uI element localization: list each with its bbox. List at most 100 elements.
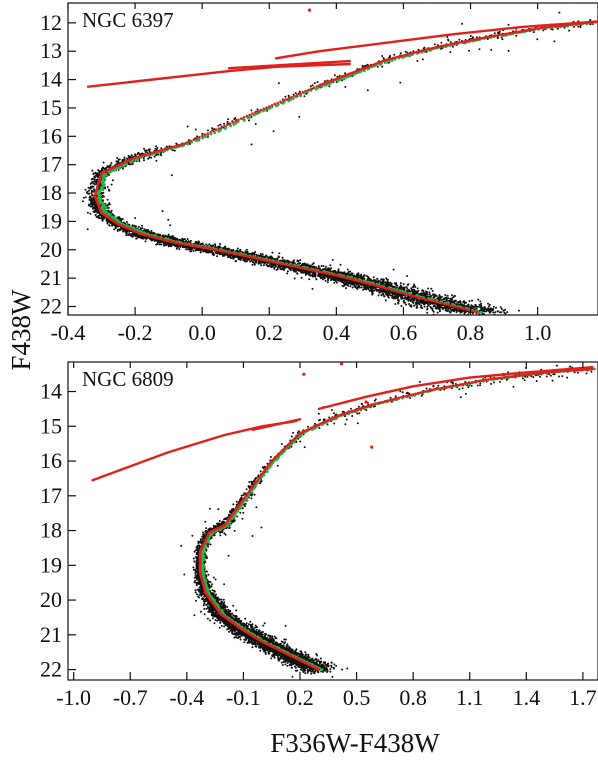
- star-point: [88, 189, 90, 192]
- star-point: [360, 286, 363, 289]
- star-point: [101, 194, 104, 197]
- star-point: [454, 299, 457, 302]
- star-point: [371, 285, 374, 288]
- star-point: [486, 309, 489, 312]
- star-point: [91, 169, 94, 172]
- star-point: [99, 184, 102, 187]
- star-point: [119, 228, 122, 231]
- star-point: [141, 224, 144, 227]
- star-point: [412, 286, 415, 289]
- star-point: [233, 255, 236, 258]
- star-point: [304, 272, 307, 275]
- star-point: [322, 265, 325, 267]
- star-point: [412, 297, 415, 300]
- star-point: [310, 265, 313, 268]
- star-point: [226, 248, 229, 251]
- star-point: [347, 284, 350, 287]
- star-point: [493, 313, 496, 315]
- shared-y-axis-title: F438W: [6, 289, 36, 371]
- star-point: [140, 152, 143, 155]
- star-point: [458, 308, 461, 311]
- star-point: [363, 274, 365, 277]
- star-point: [449, 311, 452, 314]
- star-point: [474, 306, 476, 309]
- star-point: [403, 297, 406, 300]
- star-point: [142, 157, 145, 160]
- star-point: [314, 266, 317, 269]
- star-point: [353, 285, 356, 288]
- star-point: [345, 287, 347, 290]
- star-point: [483, 306, 486, 309]
- star-point: [140, 236, 143, 239]
- star-point: [489, 307, 492, 310]
- star-point: [212, 244, 215, 247]
- star-point: [131, 163, 134, 166]
- star-point: [423, 305, 426, 308]
- star-point: [116, 229, 119, 232]
- star-point: [137, 152, 140, 154]
- star-point: [116, 216, 119, 219]
- star-point: [93, 188, 95, 191]
- star-point: [416, 287, 419, 290]
- star-point: [421, 289, 424, 292]
- star-point: [353, 284, 356, 287]
- star-point: [330, 267, 333, 270]
- star-point: [287, 261, 290, 264]
- star-point: [492, 305, 495, 308]
- star-point: [90, 186, 93, 189]
- star-point: [383, 295, 386, 298]
- star-point: [113, 228, 116, 231]
- star-point: [433, 293, 436, 296]
- star-point: [401, 295, 403, 298]
- star-point: [389, 294, 392, 297]
- star-point: [358, 282, 361, 285]
- star-point: [279, 266, 282, 268]
- star-point: [399, 282, 402, 285]
- star-point: [94, 176, 96, 179]
- star-point: [320, 265, 323, 267]
- star-point: [462, 304, 465, 307]
- star-point: [102, 199, 105, 202]
- star-point: [497, 310, 500, 313]
- star-point: [441, 295, 443, 298]
- star-point: [315, 278, 318, 280]
- plot-frame: [67, 2, 598, 316]
- star-point: [371, 292, 374, 295]
- star-point: [164, 243, 167, 246]
- star-point: [471, 314, 474, 315]
- star-point: [94, 171, 97, 174]
- star-point: [211, 251, 213, 254]
- star-point: [428, 293, 431, 296]
- star-point: [444, 294, 447, 296]
- star-point: [125, 234, 128, 237]
- star-point: [195, 247, 197, 250]
- star-point: [480, 305, 483, 307]
- star-point: [262, 264, 265, 267]
- star-point: [97, 217, 100, 219]
- star-point: [478, 313, 481, 315]
- star-point: [385, 285, 388, 287]
- star-point: [236, 249, 239, 252]
- star-point: [239, 248, 242, 251]
- star-point: [322, 268, 325, 271]
- star-point: [329, 264, 332, 267]
- star-point: [128, 163, 131, 166]
- star-point: [269, 255, 271, 258]
- star-point: [217, 245, 219, 248]
- star-point: [452, 300, 455, 303]
- star-point: [393, 295, 396, 298]
- star-point: [340, 271, 343, 274]
- star-point: [464, 311, 467, 313]
- star-point: [161, 235, 164, 237]
- star-point: [407, 295, 410, 298]
- star-point: [153, 155, 156, 158]
- star-point: [243, 256, 246, 259]
- star-point: [385, 292, 388, 294]
- star-point: [84, 188, 87, 191]
- star-point: [101, 219, 104, 222]
- star-point: [93, 180, 96, 183]
- star-point: [416, 305, 419, 307]
- star-point: [463, 312, 466, 315]
- star-point: [344, 281, 347, 284]
- star-point: [400, 305, 403, 307]
